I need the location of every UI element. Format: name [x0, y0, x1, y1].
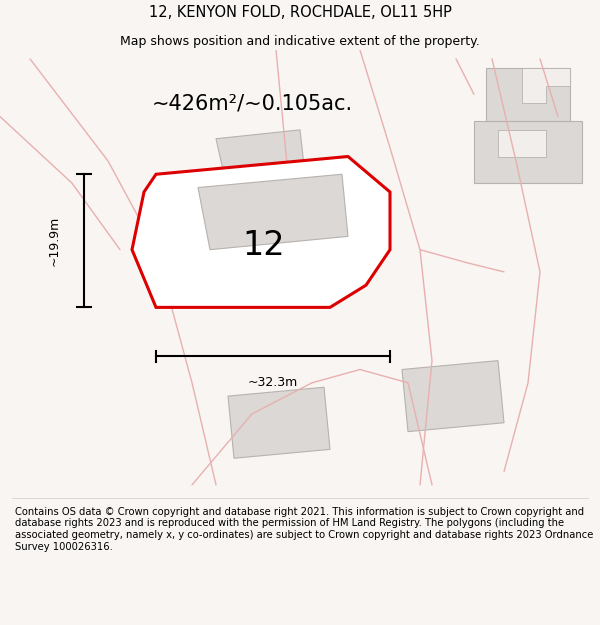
Text: Contains OS data © Crown copyright and database right 2021. This information is : Contains OS data © Crown copyright and d…: [15, 507, 593, 552]
Polygon shape: [486, 68, 570, 121]
Polygon shape: [522, 68, 570, 103]
Text: 12: 12: [242, 229, 286, 262]
Polygon shape: [498, 130, 546, 156]
Text: Map shows position and indicative extent of the property.: Map shows position and indicative extent…: [120, 35, 480, 48]
Text: ~32.3m: ~32.3m: [248, 376, 298, 389]
Polygon shape: [228, 388, 330, 458]
Text: ~426m²/~0.105ac.: ~426m²/~0.105ac.: [151, 93, 353, 113]
Polygon shape: [198, 174, 348, 249]
Polygon shape: [402, 361, 504, 432]
Polygon shape: [132, 156, 390, 308]
Polygon shape: [216, 130, 306, 192]
Polygon shape: [474, 121, 582, 183]
Text: ~19.9m: ~19.9m: [47, 216, 61, 266]
Text: 12, KENYON FOLD, ROCHDALE, OL11 5HP: 12, KENYON FOLD, ROCHDALE, OL11 5HP: [149, 5, 451, 20]
